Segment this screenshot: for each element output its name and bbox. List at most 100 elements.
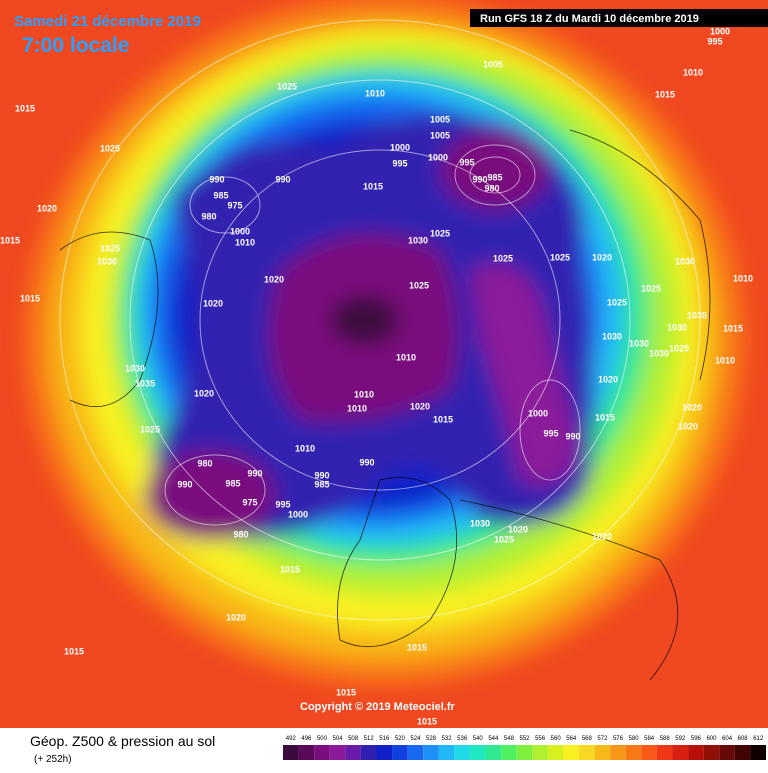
isobar-label: 990: [275, 174, 290, 184]
isobar-label: 1020: [264, 274, 284, 284]
isobar-label: 1005: [483, 59, 503, 69]
isobar-label: 990: [359, 457, 374, 467]
isobar-label: 1010: [354, 389, 374, 399]
scale-label: 496: [301, 736, 312, 742]
isobar-label: 1025: [550, 252, 570, 262]
isobar-label: 1025: [140, 424, 160, 434]
isobar: [164, 454, 266, 526]
scale-label: 504: [333, 736, 344, 742]
isobar-label: 1025: [409, 280, 429, 290]
isobar-label: 1005: [430, 130, 450, 140]
scale-label: 576: [613, 736, 624, 742]
isobar-labels: 1025 1010 1005 1010 1015 1015 1025 1005 1005 1000…: [0, 26, 753, 726]
isobar-label: 1010: [715, 355, 735, 365]
scale-label: 516: [379, 736, 390, 742]
isobar-label: 1020: [598, 374, 618, 384]
scale-label: 540: [473, 736, 484, 742]
scale-label: 564: [566, 736, 577, 742]
isobar-label: 990: [472, 174, 487, 184]
scale-label: 524: [410, 736, 421, 742]
isobar-label: 1030: [675, 256, 695, 266]
isobar-label: 1025: [669, 343, 689, 353]
scale-swatch: [641, 745, 657, 760]
trough: [145, 450, 275, 540]
scale-swatch: [719, 745, 735, 760]
isobar-label: 1020: [37, 203, 57, 213]
scale-label: 548: [504, 736, 515, 742]
isobar-label: 1015: [407, 642, 427, 652]
scale-label: 556: [535, 736, 546, 742]
isobar-label: 1015: [64, 646, 84, 656]
trough-core: [330, 295, 400, 345]
isobar-label: 1020: [678, 421, 698, 431]
scale-label: 536: [457, 736, 468, 742]
scale-label: 560: [551, 736, 562, 742]
scale-swatch: [376, 745, 393, 760]
scale-label: 572: [597, 736, 608, 742]
isobar-label: 975: [227, 200, 242, 210]
scale-label: 592: [675, 736, 686, 742]
isobar-label: 1010: [347, 403, 367, 413]
date: Samedi 21 décembre 2019: [14, 13, 201, 30]
coastlines: [59, 129, 711, 681]
forecast-lead: (+ 252h): [34, 754, 72, 765]
isobar-label: 1025: [100, 243, 120, 253]
scale-swatch: [345, 745, 361, 760]
scale-swatch: [392, 745, 408, 760]
isobar-label: 1010: [396, 352, 416, 362]
scale-swatch: [625, 745, 642, 760]
scale-swatch: [547, 745, 564, 760]
isobar: [189, 176, 261, 234]
scale-label: 580: [629, 736, 640, 742]
isobar-label: 1015: [20, 293, 40, 303]
coastline: [569, 129, 711, 381]
isobar-label: 985: [487, 172, 502, 182]
isobar-label: 1000: [428, 152, 448, 162]
isobar-label: 1010: [365, 88, 385, 98]
scale-label: 584: [644, 736, 655, 742]
scale-label: 512: [364, 736, 375, 742]
isobar-label: 1005: [430, 114, 450, 124]
isobar-label: 1020: [203, 298, 223, 308]
isobar-label: 985: [314, 479, 329, 489]
isobar-label: 1020: [226, 612, 246, 622]
isobar-label: 980: [484, 183, 499, 193]
isobar-label: 995: [459, 157, 474, 167]
scale-swatch: [579, 745, 595, 760]
isobar-label: 1030: [470, 518, 490, 528]
isobar-label: 1020: [508, 524, 528, 534]
coastline: [59, 231, 159, 407]
geopotential-field: [25, 0, 745, 685]
isobar-label: 985: [225, 478, 240, 488]
isobar-label: 1025: [277, 81, 297, 91]
isobar-label: 1025: [494, 534, 514, 544]
isobar-label: 1015: [15, 103, 35, 113]
isobar-label: 1030: [629, 338, 649, 348]
trough: [440, 130, 550, 210]
isobar-label: 980: [197, 458, 212, 468]
isobar-label: 1020: [410, 401, 430, 411]
scale-swatch: [750, 745, 766, 760]
scale-swatch: [283, 745, 299, 760]
isobar-label: 1035: [687, 310, 707, 320]
scale-swatch: [703, 745, 720, 760]
scale-label: 568: [582, 736, 593, 742]
scale-swatch: [485, 745, 502, 760]
isobar-label: 1015: [0, 235, 20, 245]
isobar-label: 1020: [592, 531, 612, 541]
isobar-label: 1030: [97, 256, 117, 266]
isobar: [454, 144, 536, 206]
scale-label: 500: [317, 736, 328, 742]
isobar-label: 1030: [408, 235, 428, 245]
isobar: [129, 79, 631, 561]
isobar: [469, 156, 521, 194]
run-box: [470, 9, 768, 27]
isobar-label: 1030: [649, 348, 669, 358]
isobars: [59, 19, 701, 621]
scale-label: 552: [519, 736, 530, 742]
scale-swatch: [563, 745, 580, 760]
isobar-label: 1025: [493, 253, 513, 263]
coastline: [459, 499, 679, 681]
isobar-label: 1010: [235, 237, 255, 247]
isobar-label: 1025: [100, 143, 120, 153]
